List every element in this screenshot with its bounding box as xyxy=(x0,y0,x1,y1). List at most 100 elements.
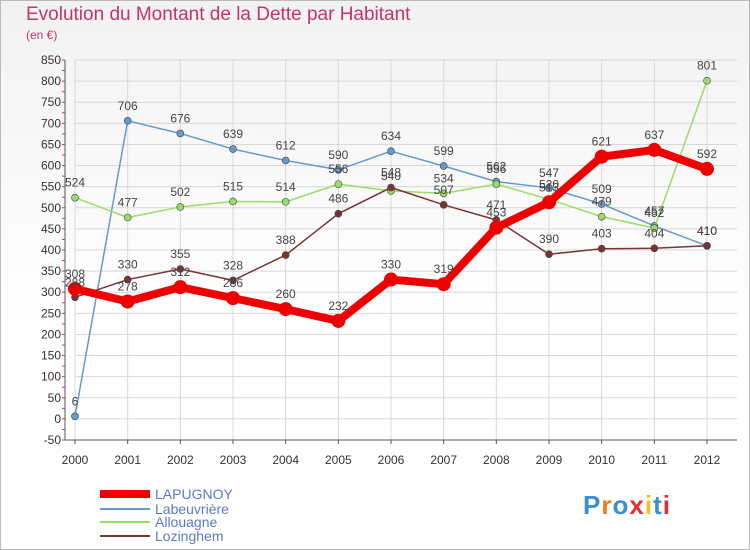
data-label: 592 xyxy=(697,147,717,161)
data-point xyxy=(703,76,711,85)
data-point xyxy=(331,313,346,328)
data-label: 562 xyxy=(486,160,506,174)
x-tick-label: 2012 xyxy=(694,453,721,467)
logo-letter: t xyxy=(653,490,663,520)
data-point xyxy=(123,117,132,125)
legend-swatch-labeuvriere xyxy=(100,508,150,510)
data-point xyxy=(387,147,395,155)
data-point xyxy=(278,302,293,317)
legend-label-lapugnoy: LAPUGNOY xyxy=(155,486,233,502)
data-point xyxy=(226,291,240,306)
y-tick-label: 300 xyxy=(41,285,61,299)
data-point xyxy=(334,209,343,218)
data-point xyxy=(120,294,135,309)
legend-swatch-lapugnoy xyxy=(100,490,150,498)
y-tick-label: 450 xyxy=(41,222,61,236)
data-label: 509 xyxy=(592,182,612,196)
y-tick-label: 400 xyxy=(41,243,61,257)
data-label: 502 xyxy=(170,185,190,199)
legend-label-lozinghem: Lozinghem xyxy=(155,528,224,544)
x-tick-label: 2009 xyxy=(536,453,563,467)
data-point xyxy=(176,265,185,273)
logo-letter: x xyxy=(629,490,645,520)
legend-swatch-allouagne xyxy=(100,521,150,523)
legend-label-labeuvriere: Labeuvrière xyxy=(155,501,229,517)
data-point xyxy=(650,244,659,253)
data-point xyxy=(545,250,553,259)
data-label: 515 xyxy=(223,179,243,193)
data-point xyxy=(439,201,448,209)
y-tick-label: 200 xyxy=(41,327,61,341)
legend-label-allouagne: Allouagne xyxy=(155,514,218,530)
data-label: 520 xyxy=(539,177,559,191)
y-tick-label: 800 xyxy=(41,74,61,88)
y-tick-label: 650 xyxy=(41,137,61,151)
x-tick-label: 2010 xyxy=(588,453,615,467)
legend-item-lapugnoy: LAPUGNOY xyxy=(100,486,360,502)
data-point xyxy=(334,165,343,174)
data-point xyxy=(650,224,659,232)
y-tick-label: 850 xyxy=(41,53,61,67)
data-label: 556 xyxy=(486,162,506,176)
data-point xyxy=(281,198,290,206)
chart-subtitle: (en €) xyxy=(26,28,58,42)
data-point xyxy=(384,272,398,287)
logo-letter: i xyxy=(644,490,654,520)
data-label: 471 xyxy=(486,198,506,212)
data-label: 676 xyxy=(170,111,190,125)
data-label: 590 xyxy=(328,148,348,162)
data-label: 404 xyxy=(644,226,664,240)
data-point xyxy=(229,197,237,206)
data-label: 452 xyxy=(644,206,664,220)
data-label: 278 xyxy=(118,280,138,294)
data-label: 801 xyxy=(697,59,717,73)
data-label: 547 xyxy=(539,166,559,180)
data-label: 312 xyxy=(170,265,190,279)
x-tick-label: 2006 xyxy=(378,453,405,467)
data-point xyxy=(68,281,82,296)
y-tick-label: -50 xyxy=(44,433,62,447)
data-label: 612 xyxy=(276,138,296,152)
data-point xyxy=(436,277,451,292)
x-tick-label: 2008 xyxy=(483,453,510,467)
data-label: 507 xyxy=(434,183,454,197)
data-point xyxy=(439,162,448,170)
y-tick-label: 600 xyxy=(41,159,61,173)
data-point xyxy=(439,189,448,198)
y-tick-label: 0 xyxy=(54,412,61,426)
data-point xyxy=(597,244,606,253)
data-label: 621 xyxy=(592,135,612,149)
data-label: 403 xyxy=(592,227,612,241)
data-label: 453 xyxy=(486,206,506,220)
data-label: 637 xyxy=(644,128,664,142)
logo-letter: P xyxy=(583,490,602,520)
logo-letter: r xyxy=(601,490,613,520)
x-tick-label: 2005 xyxy=(325,453,352,467)
y-tick-label: 250 xyxy=(41,306,61,320)
data-label: 330 xyxy=(381,258,401,272)
data-label: 232 xyxy=(328,299,348,313)
legend-item-lozinghem: Lozinghem xyxy=(100,528,360,544)
data-label: 390 xyxy=(539,232,559,246)
data-label: 639 xyxy=(223,127,243,141)
data-label: 599 xyxy=(434,144,454,158)
data-point xyxy=(281,156,290,165)
data-point xyxy=(229,276,237,285)
data-point xyxy=(281,251,290,259)
data-label: 328 xyxy=(223,258,243,272)
legend-item-labeuvriere: Labeuvrière xyxy=(100,501,360,517)
legend-swatch-lozinghem xyxy=(100,535,150,537)
data-label: 479 xyxy=(592,195,612,209)
logo-letter: o xyxy=(612,490,630,520)
data-label: 634 xyxy=(381,129,401,143)
data-label: 514 xyxy=(276,180,296,194)
data-point xyxy=(597,200,606,208)
data-label: 486 xyxy=(328,192,348,206)
data-point xyxy=(647,142,662,157)
y-tick-label: 150 xyxy=(41,349,61,363)
data-point xyxy=(173,280,188,295)
data-label: 556 xyxy=(328,162,348,176)
data-label: 534 xyxy=(434,171,454,185)
x-tick-label: 2003 xyxy=(220,453,247,467)
